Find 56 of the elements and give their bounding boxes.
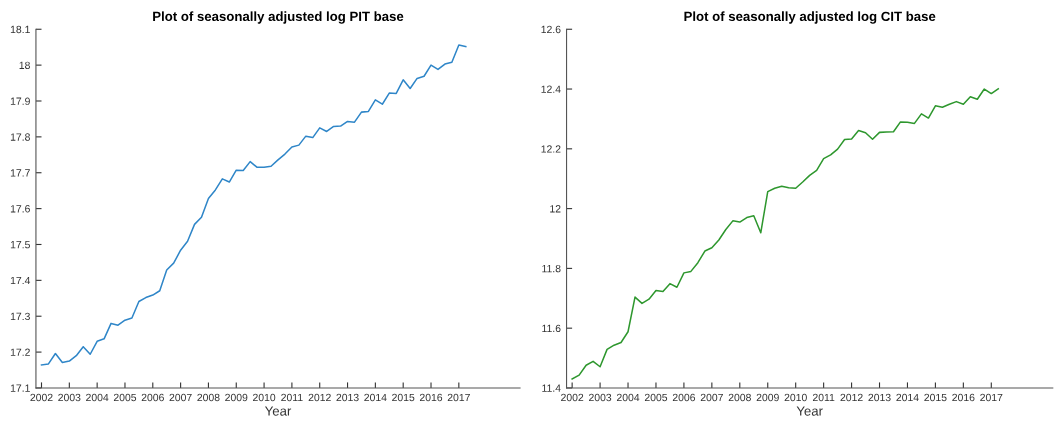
x-tick-label: 2015: [392, 393, 415, 402]
x-tick-label: 2017: [980, 393, 1003, 402]
y-tick-label: 11.4: [542, 384, 561, 392]
x-tick-label: 2010: [253, 393, 276, 402]
x-tick-label: 2006: [141, 393, 164, 402]
x-tick-label: 2005: [644, 393, 668, 402]
x-tick-label: 2003: [58, 393, 81, 402]
y-tick-label: 17.1: [10, 384, 30, 392]
line-series: [40, 44, 467, 366]
x-tick-label: 2003: [589, 393, 612, 402]
x-tick-label: 2014: [896, 393, 919, 402]
x-tick-label: 2005: [113, 393, 137, 402]
x-tick-label: 2007: [700, 393, 723, 402]
x-tick-label: 2006: [672, 393, 696, 402]
x-tick-label: 2009: [756, 393, 779, 402]
y-tick-label: 18: [19, 61, 30, 69]
x-tick-label: 2008: [728, 393, 751, 402]
y-tick-label: 17.5: [10, 241, 30, 249]
x-tick-label: 2013: [336, 393, 359, 402]
chart-title: Plot of seasonally adjusted log PIT base: [153, 11, 404, 24]
y-tick-label: 17.6: [10, 205, 30, 213]
y-tick-label: 17.7: [10, 169, 30, 177]
x-tick-label: 2008: [197, 393, 220, 402]
x-tick-label: 2015: [924, 393, 947, 402]
y-tick-label: 17.8: [10, 133, 30, 141]
x-tick-label: 2012: [308, 393, 331, 402]
y-tick-label: 12: [550, 205, 561, 213]
line-series: [571, 87, 1000, 380]
x-tick-label: 2002: [561, 393, 584, 402]
y-tick-label: 18.1: [10, 25, 30, 34]
x-tick-label: 2016: [419, 393, 443, 402]
x-axis-title: Year: [264, 406, 292, 416]
x-tick-label: 2002: [30, 393, 53, 402]
x-tick-label: 2011: [812, 393, 835, 402]
x-tick-label: 2007: [169, 393, 192, 402]
y-tick-label: 17.3: [10, 312, 30, 321]
chart-title: Plot of seasonally adjusted log CIT base: [684, 11, 936, 24]
x-tick-label: 2004: [86, 393, 109, 402]
y-tick-label: 12.6: [541, 25, 561, 34]
x-tick-label: 2004: [616, 393, 640, 402]
y-tick-label: 17.4: [10, 276, 31, 285]
x-tick-label: 2014: [364, 393, 387, 402]
x-axis-title: Year: [796, 406, 823, 416]
x-tick-label: 2016: [952, 393, 975, 402]
y-tick-label: 11.8: [542, 264, 561, 273]
x-tick-label: 2013: [868, 393, 891, 402]
x-tick-label: 2017: [447, 393, 470, 402]
y-tick-label: 12.2: [541, 145, 561, 153]
y-tick-label: 12.4: [541, 85, 561, 93]
y-tick-label: 17.2: [10, 348, 30, 356]
y-tick-label: 11.6: [542, 324, 561, 333]
x-tick-label: 2010: [784, 393, 807, 402]
x-tick-label: 2009: [225, 393, 248, 402]
x-tick-label: 2011: [281, 393, 303, 402]
x-tick-label: 2012: [840, 393, 863, 402]
y-tick-label: 17.9: [10, 97, 30, 105]
